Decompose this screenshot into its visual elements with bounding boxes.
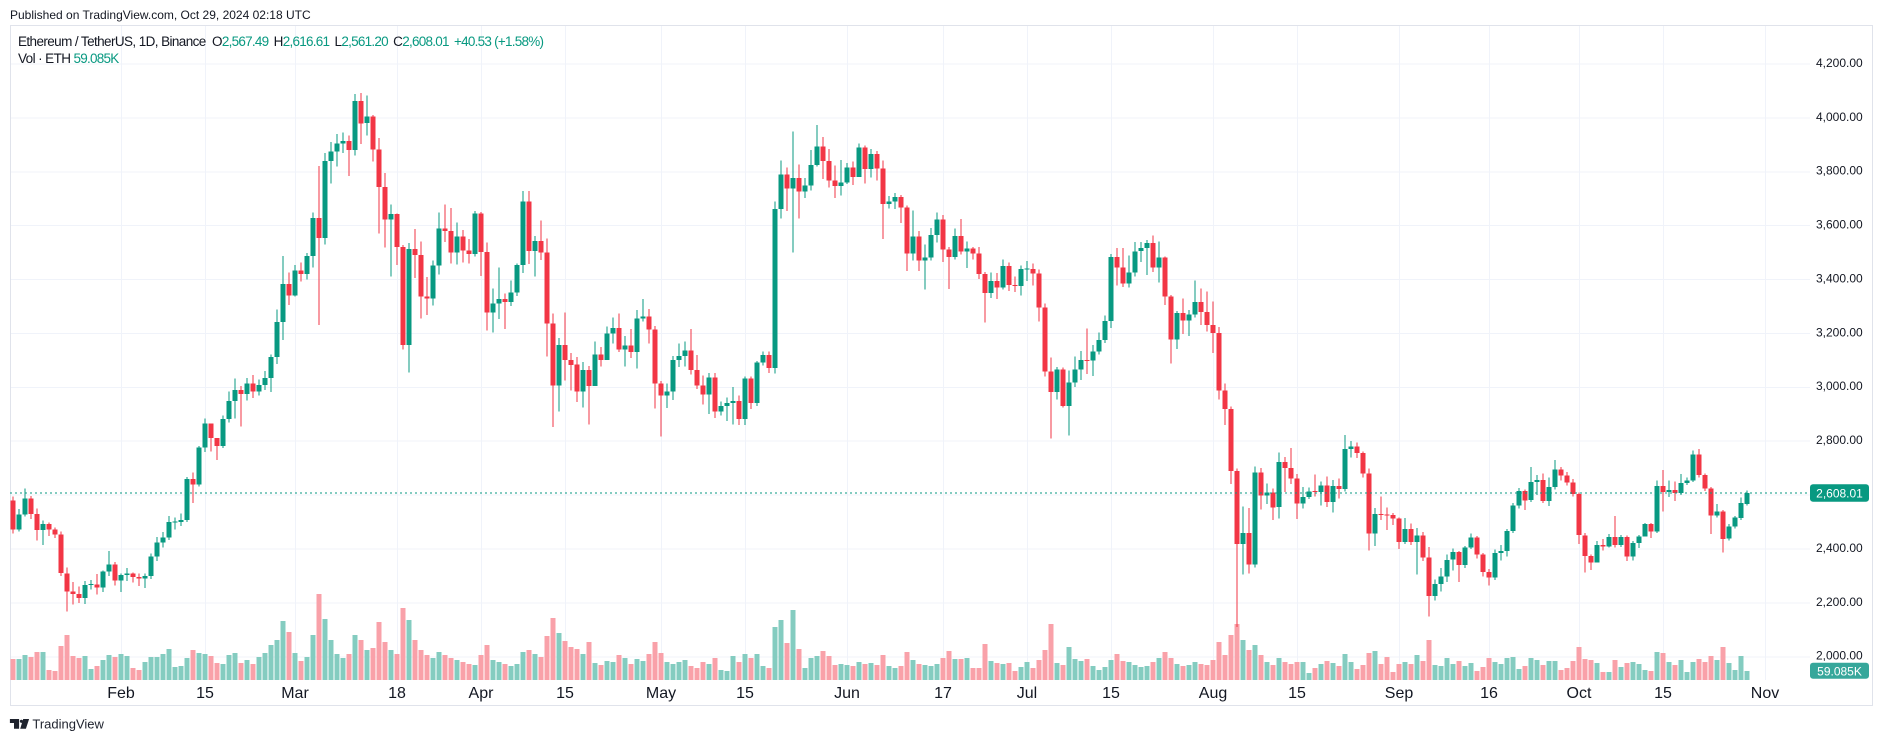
svg-text:2,000.00: 2,000.00 [1816,649,1863,663]
svg-text:18: 18 [388,685,406,702]
svg-text:2,608.01: 2,608.01 [1816,486,1863,500]
svg-text:15: 15 [556,685,574,702]
svg-text:15: 15 [196,685,214,702]
svg-text:Oct: Oct [1567,685,1592,702]
svg-text:59.085K: 59.085K [1817,664,1862,678]
svg-text:15: 15 [1288,685,1306,702]
svg-text:May: May [646,685,676,702]
svg-text:Sep: Sep [1385,685,1414,702]
svg-text:Mar: Mar [281,685,309,702]
svg-text:15: 15 [736,685,754,702]
svg-text:2,400.00: 2,400.00 [1816,541,1863,555]
svg-text:Feb: Feb [107,685,135,702]
svg-text:Jun: Jun [834,685,860,702]
svg-text:Nov: Nov [1751,685,1779,702]
svg-text:3,000.00: 3,000.00 [1816,379,1863,393]
svg-text:3,400.00: 3,400.00 [1816,272,1863,286]
svg-text:17: 17 [934,685,952,702]
svg-text:15: 15 [1654,685,1672,702]
svg-text:Jul: Jul [1017,685,1037,702]
svg-text:3,200.00: 3,200.00 [1816,325,1863,339]
svg-text:15: 15 [1102,685,1120,702]
svg-text:2,800.00: 2,800.00 [1816,433,1863,447]
svg-text:4,000.00: 4,000.00 [1816,110,1863,124]
svg-text:4,200.00: 4,200.00 [1816,56,1863,70]
svg-text:16: 16 [1480,685,1498,702]
svg-text:TradingView: TradingView [32,717,104,732]
svg-text:Apr: Apr [469,685,495,702]
svg-text:2,200.00: 2,200.00 [1816,595,1863,609]
svg-text:3,800.00: 3,800.00 [1816,164,1863,178]
svg-text:Aug: Aug [1199,685,1227,702]
svg-text:3,600.00: 3,600.00 [1816,218,1863,232]
